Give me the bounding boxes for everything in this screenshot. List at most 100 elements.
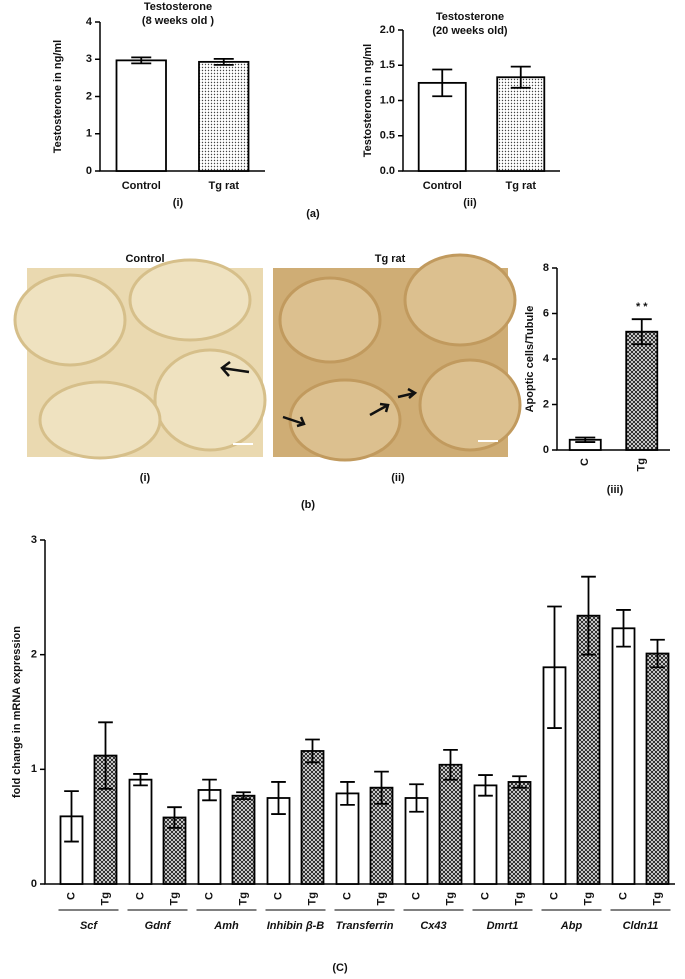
x-tick-label: Tg rat	[208, 180, 239, 192]
bar	[231, 794, 256, 885]
y-tick-label: 2	[543, 398, 549, 410]
bar	[645, 652, 670, 885]
group-label: Scf	[80, 920, 98, 932]
x-tick-label: C	[617, 892, 629, 900]
error-bar	[340, 781, 355, 806]
error-bar	[432, 68, 453, 98]
x-tick-label: C	[579, 458, 591, 466]
error-bar	[443, 748, 458, 781]
chart-title: Testosterone	[144, 1, 212, 13]
x-tick-label: Control	[122, 180, 161, 192]
micrograph-tg	[273, 253, 522, 462]
x-tick-label: C	[479, 892, 491, 900]
x-tick-label: C	[341, 892, 353, 900]
y-tick-label: 8	[543, 262, 549, 274]
y-axis-label: Apoptic cells/Tubule	[524, 306, 536, 413]
panel-label: (a)	[306, 208, 320, 220]
group-label: Dmrt1	[487, 920, 519, 932]
y-tick-label: 0	[543, 444, 549, 456]
error-bar	[575, 436, 596, 443]
y-tick-label: 1	[31, 763, 37, 775]
bar	[576, 614, 601, 885]
error-bar	[616, 609, 631, 648]
x-tick-label: Tg	[651, 892, 663, 905]
panel-sublabel: (i)	[173, 197, 184, 209]
x-tick-label: Tg	[99, 892, 111, 905]
y-tick-label: 1.5	[380, 59, 395, 71]
bar	[335, 792, 360, 885]
x-tick-label: C	[272, 892, 284, 900]
y-tick-label: 2.0	[380, 24, 395, 36]
x-tick-label: Tg	[513, 892, 525, 905]
x-tick-label: Tg rat	[505, 180, 536, 192]
error-bar	[213, 57, 234, 66]
y-tick-label: 2	[86, 90, 92, 102]
x-tick-label: Tg	[444, 892, 456, 905]
group-label: Abp	[560, 920, 583, 932]
bar	[611, 627, 636, 885]
x-tick-label: C	[134, 892, 146, 900]
bar	[197, 789, 222, 885]
group-label: Cldn11	[623, 920, 659, 932]
bar	[507, 781, 532, 885]
error-bar	[236, 791, 251, 801]
bar	[198, 60, 250, 172]
group-label: Transferrin	[336, 920, 394, 932]
x-tick-label: Tg	[237, 892, 249, 905]
error-bar	[271, 781, 286, 815]
x-tick-label: Tg	[582, 892, 594, 905]
bar	[473, 784, 498, 885]
chart-title: Testosterone	[436, 11, 504, 23]
y-axis-label: Testosterone in ng/ml	[52, 40, 64, 153]
y-tick-label: 6	[543, 307, 549, 319]
y-tick-label: 0	[86, 165, 92, 177]
y-tick-label: 0	[31, 878, 37, 890]
panel-sublabel: (iii)	[607, 484, 624, 496]
error-bar	[631, 318, 652, 346]
image-title: Control	[125, 253, 164, 265]
x-tick-label: Control	[423, 180, 462, 192]
panel-sublabel: (ii)	[463, 197, 477, 209]
image-label: (i)	[140, 472, 151, 484]
bar	[438, 763, 463, 885]
y-axis-label: fold change in mRNA expression	[11, 626, 23, 798]
group-label: Cx43	[420, 920, 446, 932]
chart-subtitle: (8 weeks old )	[142, 15, 214, 27]
x-tick-label: C	[548, 892, 560, 900]
error-bar	[133, 773, 148, 787]
x-tick-label: Tg	[375, 892, 387, 905]
y-tick-label: 0.5	[380, 130, 395, 142]
y-axis-label: Testosterone in ng/ml	[362, 44, 374, 157]
x-tick-label: Tg	[636, 458, 648, 471]
error-bar	[581, 575, 596, 656]
error-bar	[510, 65, 531, 89]
error-bar	[512, 775, 527, 789]
error-bar	[305, 738, 320, 764]
bar	[417, 81, 467, 172]
panel-label: (C)	[332, 962, 348, 974]
y-tick-label: 2	[31, 649, 37, 661]
x-tick-label: Tg	[306, 892, 318, 905]
annotation: * *	[636, 301, 648, 313]
y-tick-label: 4	[543, 353, 550, 365]
error-bar	[409, 783, 424, 813]
x-tick-label: C	[410, 892, 422, 900]
y-tick-label: 1	[86, 128, 92, 140]
error-bar	[374, 770, 389, 805]
group-label: Amh	[213, 920, 239, 932]
image-label: (ii)	[391, 472, 405, 484]
y-tick-label: 1.0	[380, 94, 395, 106]
y-tick-label: 4	[86, 16, 93, 28]
x-tick-label: C	[203, 892, 215, 900]
error-bar	[98, 721, 113, 790]
x-tick-label: Tg	[168, 892, 180, 905]
group-label: Inhibin β-B	[267, 920, 325, 932]
bar	[300, 750, 325, 885]
panel-label: (b)	[301, 499, 315, 511]
bar	[496, 76, 546, 172]
bar	[128, 778, 153, 885]
error-bar	[167, 806, 182, 829]
error-bar	[478, 774, 493, 797]
bar	[115, 59, 167, 172]
